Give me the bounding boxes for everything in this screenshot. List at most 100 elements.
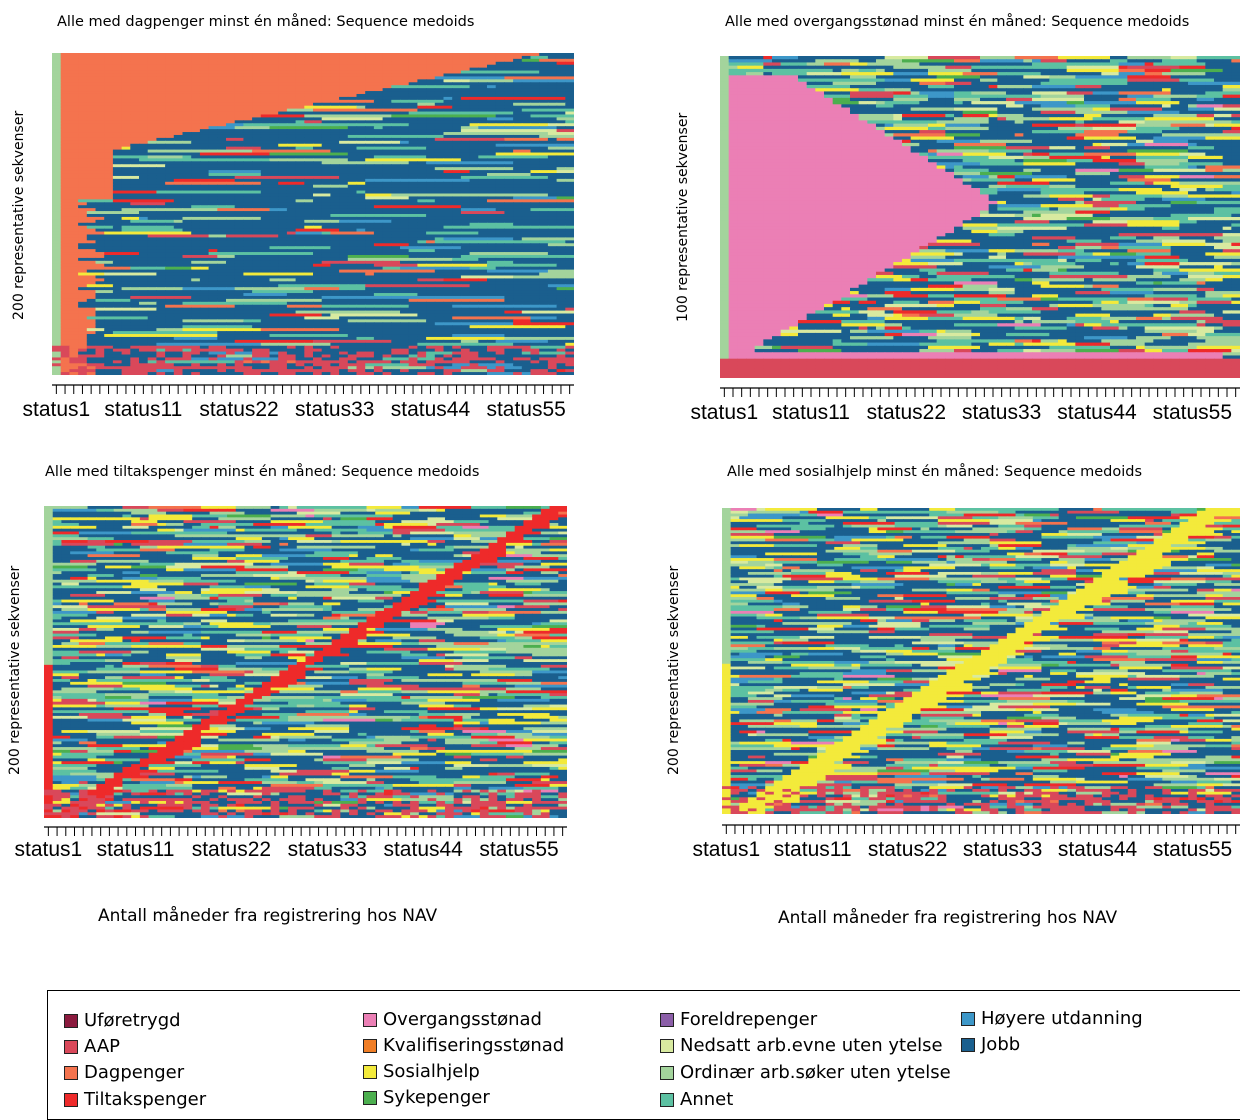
sequence-cell <box>469 266 479 271</box>
sequence-cell <box>504 58 514 63</box>
sequence-cell <box>173 158 184 162</box>
sequence-cell <box>321 225 331 230</box>
sequence-cell <box>539 126 549 130</box>
sequence-cell <box>539 61 549 66</box>
sequence-cell <box>373 266 384 271</box>
sequence-cell <box>130 91 140 95</box>
sequence-cell <box>112 170 123 174</box>
sequence-cell <box>69 222 79 227</box>
sequence-cell <box>487 196 497 200</box>
sequence-cell <box>304 175 314 180</box>
sequence-cell <box>495 184 505 189</box>
sequence-cell <box>104 173 114 177</box>
sequence-cell <box>217 140 227 145</box>
sequence-cell <box>417 91 427 95</box>
sequence-cell <box>139 219 149 224</box>
sequence-cell <box>339 53 349 57</box>
sequence-cell <box>408 140 418 145</box>
sequence-cell <box>304 222 314 227</box>
sequence-cell <box>426 269 436 274</box>
sequence-cell <box>487 61 497 66</box>
sequence-cell <box>452 64 462 69</box>
sequence-cell <box>313 146 323 151</box>
sequence-cell <box>78 240 88 244</box>
sequence-cell <box>460 96 471 101</box>
sequence-cell <box>426 208 436 212</box>
sequence-cell <box>165 170 175 174</box>
sequence-cell <box>112 143 123 148</box>
sequence-cell <box>530 161 540 165</box>
heatmap-svg <box>52 53 574 375</box>
sequence-cell <box>278 257 288 262</box>
sequence-cell <box>504 263 514 268</box>
sequence-cell <box>147 278 157 282</box>
sequence-cell <box>365 91 375 95</box>
sequence-cell <box>165 196 175 200</box>
sequence-cell <box>78 222 88 227</box>
sequence-cell <box>52 240 62 244</box>
sequence-cell <box>356 67 366 72</box>
sequence-cell <box>173 257 184 262</box>
sequence-cell <box>243 111 253 116</box>
sequence-cell <box>278 67 288 72</box>
sequence-cell <box>513 102 523 107</box>
sequence-cell <box>86 102 97 107</box>
sequence-cell <box>217 58 227 63</box>
sequence-cell <box>530 70 540 75</box>
sequence-cell <box>460 260 471 265</box>
sequence-cell <box>330 216 340 221</box>
sequence-cell <box>60 167 70 171</box>
sequence-cell <box>495 58 505 63</box>
sequence-cell <box>226 252 236 256</box>
sequence-cell <box>530 114 540 118</box>
sequence-cell <box>147 184 157 189</box>
sequence-cell <box>286 216 297 221</box>
sequence-cell <box>565 67 574 72</box>
sequence-cell <box>347 129 358 133</box>
sequence-cell <box>226 88 236 92</box>
sequence-cell <box>547 85 558 89</box>
sequence-cell <box>521 111 532 116</box>
sequence-cell <box>452 108 462 113</box>
sequence-cell <box>539 93 549 98</box>
sequence-cell <box>78 82 88 86</box>
sequence-cell <box>469 155 479 159</box>
sequence-cell <box>408 175 418 180</box>
sequence-cell <box>365 222 375 227</box>
sequence-cell <box>252 178 262 183</box>
sequence-cell <box>182 266 192 271</box>
sequence-cell <box>286 205 297 209</box>
sequence-cell <box>278 205 288 209</box>
sequence-cell <box>208 114 218 118</box>
sequence-cell <box>408 137 418 142</box>
sequence-cell <box>182 140 192 145</box>
sequence-cell <box>208 257 218 262</box>
sequence-cell <box>382 61 392 66</box>
sequence-cell <box>556 211 566 215</box>
sequence-cell <box>521 82 532 86</box>
sequence-cell <box>173 140 184 145</box>
sequence-cell <box>78 55 88 60</box>
sequence-cell <box>495 158 505 162</box>
sequence-cell <box>408 187 418 192</box>
sequence-cell <box>226 132 236 136</box>
sequence-cell <box>530 85 540 89</box>
sequence-cell <box>339 120 349 124</box>
sequence-cell <box>252 284 262 288</box>
sequence-cell <box>60 140 70 145</box>
sequence-cell <box>356 149 366 154</box>
sequence-cell <box>60 196 70 200</box>
sequence-cell <box>452 211 462 215</box>
sequence-cell <box>243 234 253 239</box>
sequence-cell <box>530 266 540 271</box>
sequence-cell <box>417 234 427 239</box>
sequence-cell <box>417 257 427 262</box>
sequence-cell <box>121 61 131 66</box>
sequence-cell <box>191 187 201 192</box>
sequence-cell <box>147 196 157 200</box>
sequence-cell <box>391 211 401 215</box>
sequence-cell <box>521 61 532 66</box>
sequence-cell <box>417 149 427 154</box>
sequence-cell <box>356 143 366 148</box>
sequence-cell <box>60 129 70 133</box>
